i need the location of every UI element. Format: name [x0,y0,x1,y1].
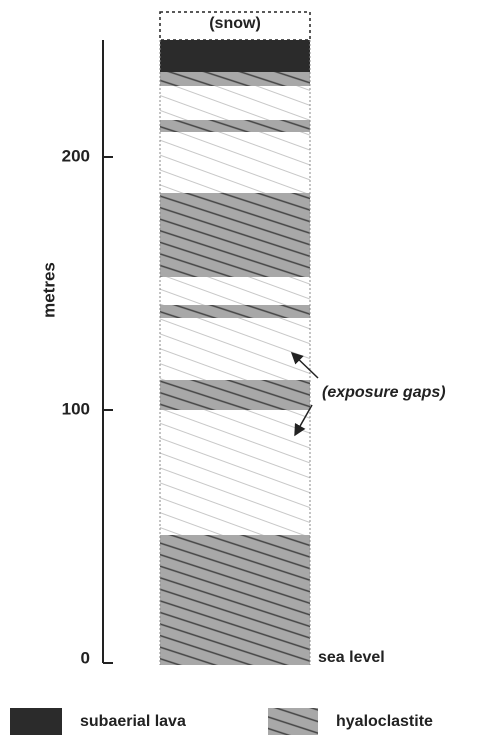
tick-label: 200 [62,146,90,165]
legend-label: hyaloclastite [336,713,433,730]
gaps-label: (exposure gaps) [322,384,446,401]
tick-label: 100 [62,399,90,418]
snow-box [159,11,311,41]
axis-label: metres [39,262,58,318]
legend-swatch [10,708,62,735]
arrow [290,351,319,379]
tick-label: 0 [81,648,90,667]
legend-swatch [268,708,318,735]
sea-level-label: sea level [318,649,385,666]
snow-label: (snow) [209,15,261,32]
legend-label: subaerial lava [80,713,186,730]
column [159,40,311,665]
arrow [294,404,313,437]
